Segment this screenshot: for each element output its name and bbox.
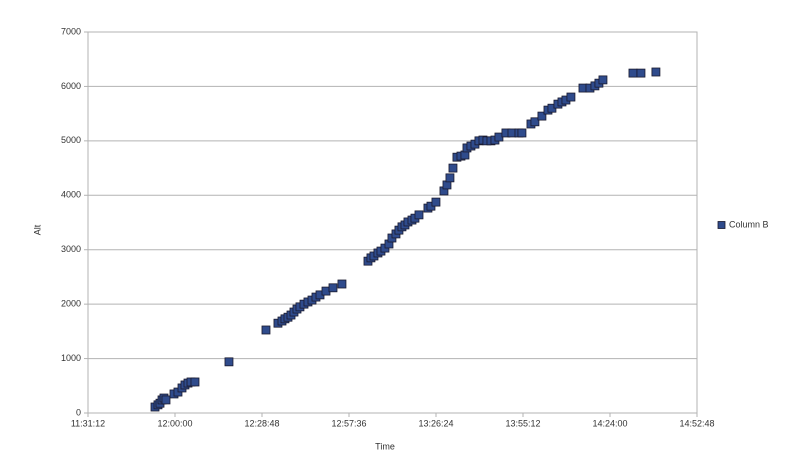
x-tick-label: 13:55:12: [505, 418, 540, 428]
point: [445, 173, 455, 183]
x-tick-label: 13:26:24: [418, 418, 453, 428]
point: [530, 117, 540, 127]
point: [636, 68, 646, 78]
legend-label: Column B: [729, 219, 769, 229]
x-tick-label: 14:52:48: [679, 418, 714, 428]
x-tick-label: 12:28:48: [244, 418, 279, 428]
y-tick-label: 2000: [61, 299, 81, 309]
y-axis-label: Alt: [32, 224, 42, 235]
y-tick-label: 1000: [61, 353, 81, 363]
point: [651, 67, 661, 77]
x-tick-label: 12:57:36: [331, 418, 366, 428]
x-tick-label: 11:31:12: [71, 418, 105, 428]
point: [517, 128, 527, 138]
point: [190, 377, 200, 387]
y-tick-label: 7000: [61, 26, 81, 36]
plot-border: [87, 31, 698, 414]
point: [598, 75, 608, 85]
point: [628, 68, 638, 78]
point: [414, 210, 424, 220]
y-tick-label: 4000: [61, 190, 81, 200]
x-tick-label: 12:00:00: [157, 418, 192, 428]
x-tick-label: 14:24:00: [592, 418, 627, 428]
point: [328, 283, 338, 293]
x-axis-label: Time: [375, 441, 395, 451]
point: [261, 325, 271, 335]
point: [161, 395, 171, 405]
legend-marker: [717, 221, 726, 229]
y-tick-label: 0: [76, 407, 81, 417]
point: [537, 111, 547, 121]
point: [448, 163, 458, 173]
point: [337, 279, 347, 289]
point: [566, 92, 576, 102]
y-tick-label: 3000: [61, 244, 81, 254]
y-tick-label: 6000: [61, 81, 81, 91]
point: [224, 357, 234, 367]
point: [431, 197, 441, 207]
y-tick-label: 5000: [61, 135, 81, 145]
